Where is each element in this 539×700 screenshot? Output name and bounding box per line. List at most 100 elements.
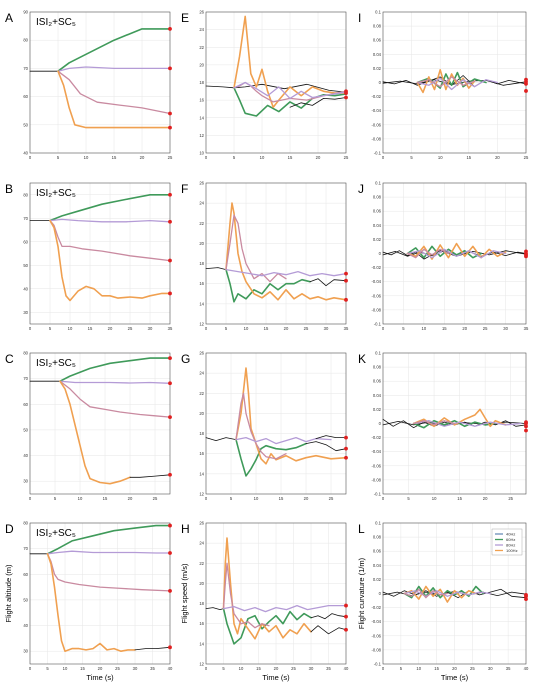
axes-box (205, 182, 347, 325)
x-tick-label: 15 (466, 155, 471, 160)
panel-E: E 10 12 14 16 18 20 22 24 26 0 5 10 15 20 25 (181, 10, 349, 161)
series-line-80Hz (59, 380, 171, 384)
series-line-100Hz (57, 70, 171, 129)
panel-letter: J (358, 182, 364, 196)
x-tick-label: 25 (508, 496, 513, 501)
x-tick-label: 30 (133, 666, 138, 671)
x-tick-label: 25 (524, 155, 529, 160)
y-tick-label: 0.08 (373, 365, 382, 370)
x-tick-label: 5 (402, 326, 405, 331)
y-tick-label: -0.06 (371, 633, 381, 638)
endpoint-marker (344, 455, 348, 460)
x-tick-label: 10 (78, 496, 83, 501)
series-line-100Hz (403, 585, 477, 603)
endpoint-marker (524, 597, 528, 602)
y-tick-label: 80 (23, 192, 28, 197)
panel-I: I -0.1 -0.08 -0.06 -0.04 -0.02 0 0.02 0.04 0.06 0.… (358, 10, 529, 161)
y-tick-label: 50 (23, 122, 28, 127)
series-line-base (205, 83, 347, 93)
series-line-mix80_100 (406, 248, 450, 259)
x-tick-label: 0 (205, 496, 208, 501)
series-line-mix80_100 (416, 76, 476, 88)
y-tick-label: 80 (23, 351, 28, 356)
y-tick-label: 0.06 (373, 379, 382, 384)
x-tick-label: 5 (407, 496, 410, 501)
y-tick-label: -0.02 (371, 605, 381, 610)
series-line-100Hz (406, 242, 507, 260)
x-tick-label: 25 (470, 666, 475, 671)
endpoint-marker (168, 415, 172, 419)
y-tick-label: 10 (199, 151, 204, 156)
panel-K: K -0.1 -0.08 -0.06 -0.04 -0.02 0 0.02 0.04 0.06 0.… (358, 351, 528, 501)
axes-box (29, 352, 171, 495)
axes-box (29, 522, 171, 665)
y-tick-label: 18 (199, 80, 204, 85)
panel-letter: F (181, 182, 188, 196)
y-tick-label: -0.08 (371, 477, 381, 482)
series-line-100Hz (46, 552, 136, 653)
series-line-100Hz (222, 537, 312, 640)
x-tick-label: 0 (29, 155, 32, 160)
y-tick-label: -0.04 (371, 449, 381, 454)
panel-H: H 12 14 16 18 20 22 24 26 0 5 10 15 20 25 30 35 40 Flight … (180, 521, 349, 683)
y-tick-label: 70 (23, 216, 28, 221)
y-tick-label: 40 (23, 623, 28, 628)
y-tick-label: 14 (199, 641, 204, 646)
y-tick-label: 24 (199, 201, 204, 206)
series-line-100Hz (412, 408, 507, 428)
y-tick-label: 0.1 (375, 351, 381, 356)
axes-box (205, 11, 347, 154)
series-line-100Hz (233, 15, 347, 108)
y-tick-label: 0.04 (373, 223, 382, 228)
y-tick-label: 22 (199, 221, 204, 226)
series-line-base (129, 474, 171, 478)
panel-G: G 12 14 16 18 20 22 24 26 0 5 10 15 20 25 (181, 351, 348, 501)
y-tick-label: 0.08 (373, 535, 382, 540)
endpoint-marker (344, 91, 348, 95)
x-tick-label: 40 (524, 666, 529, 671)
endpoint-marker (168, 27, 172, 31)
y-tick-label: 60 (23, 572, 28, 577)
y-tick-label: 0.1 (375, 181, 381, 186)
series-line-mix80_100 (59, 380, 171, 418)
x-tick-label: 10 (244, 326, 249, 331)
y-tick-label: -0.08 (371, 136, 381, 141)
series-line-base (205, 607, 224, 610)
x-tick-label: 20 (108, 326, 113, 331)
x-tick-label: 15 (112, 155, 117, 160)
series-line-mix80_100 (46, 553, 171, 592)
x-tick-label: 5 (225, 326, 228, 331)
y-tick-label: 26 (199, 521, 204, 526)
series-line-60Hz (225, 268, 311, 303)
x-tick-label: 35 (506, 666, 511, 671)
x-tick-label: 0 (29, 326, 32, 331)
series-line-80Hz (222, 604, 347, 613)
endpoint-marker (344, 435, 348, 440)
series-line-60Hz (57, 28, 171, 72)
x-tick-label: 0 (382, 326, 385, 331)
y-tick-label: -0.08 (371, 307, 381, 312)
endpoint-marker (524, 421, 528, 426)
x-axis-label: Time (s) (86, 673, 114, 682)
x-tick-label: 5 (410, 155, 413, 160)
y-tick-label: 22 (199, 561, 204, 566)
y-tick-label: 0.06 (373, 549, 382, 554)
legend-entry: 100Hz (506, 548, 518, 553)
series-line-mix80_100 (225, 214, 287, 283)
axes-box (205, 522, 347, 665)
y-tick-label: -0.08 (371, 647, 381, 652)
endpoint-marker (344, 614, 348, 619)
y-tick-label: 22 (199, 45, 204, 50)
series-line-80Hz (412, 420, 522, 427)
series-line-mix80_100 (235, 392, 287, 460)
panel-letter: B (5, 182, 13, 196)
x-tick-label: 10 (416, 666, 421, 671)
x-tick-label: 15 (256, 666, 261, 671)
y-tick-label: 0.02 (373, 66, 382, 71)
y-tick-label: 12 (199, 662, 204, 667)
y-tick-label: -0.04 (371, 108, 381, 113)
y-tick-label: 16 (199, 621, 204, 626)
panel-letter: L (358, 522, 365, 536)
y-tick-label: 12 (199, 492, 204, 497)
